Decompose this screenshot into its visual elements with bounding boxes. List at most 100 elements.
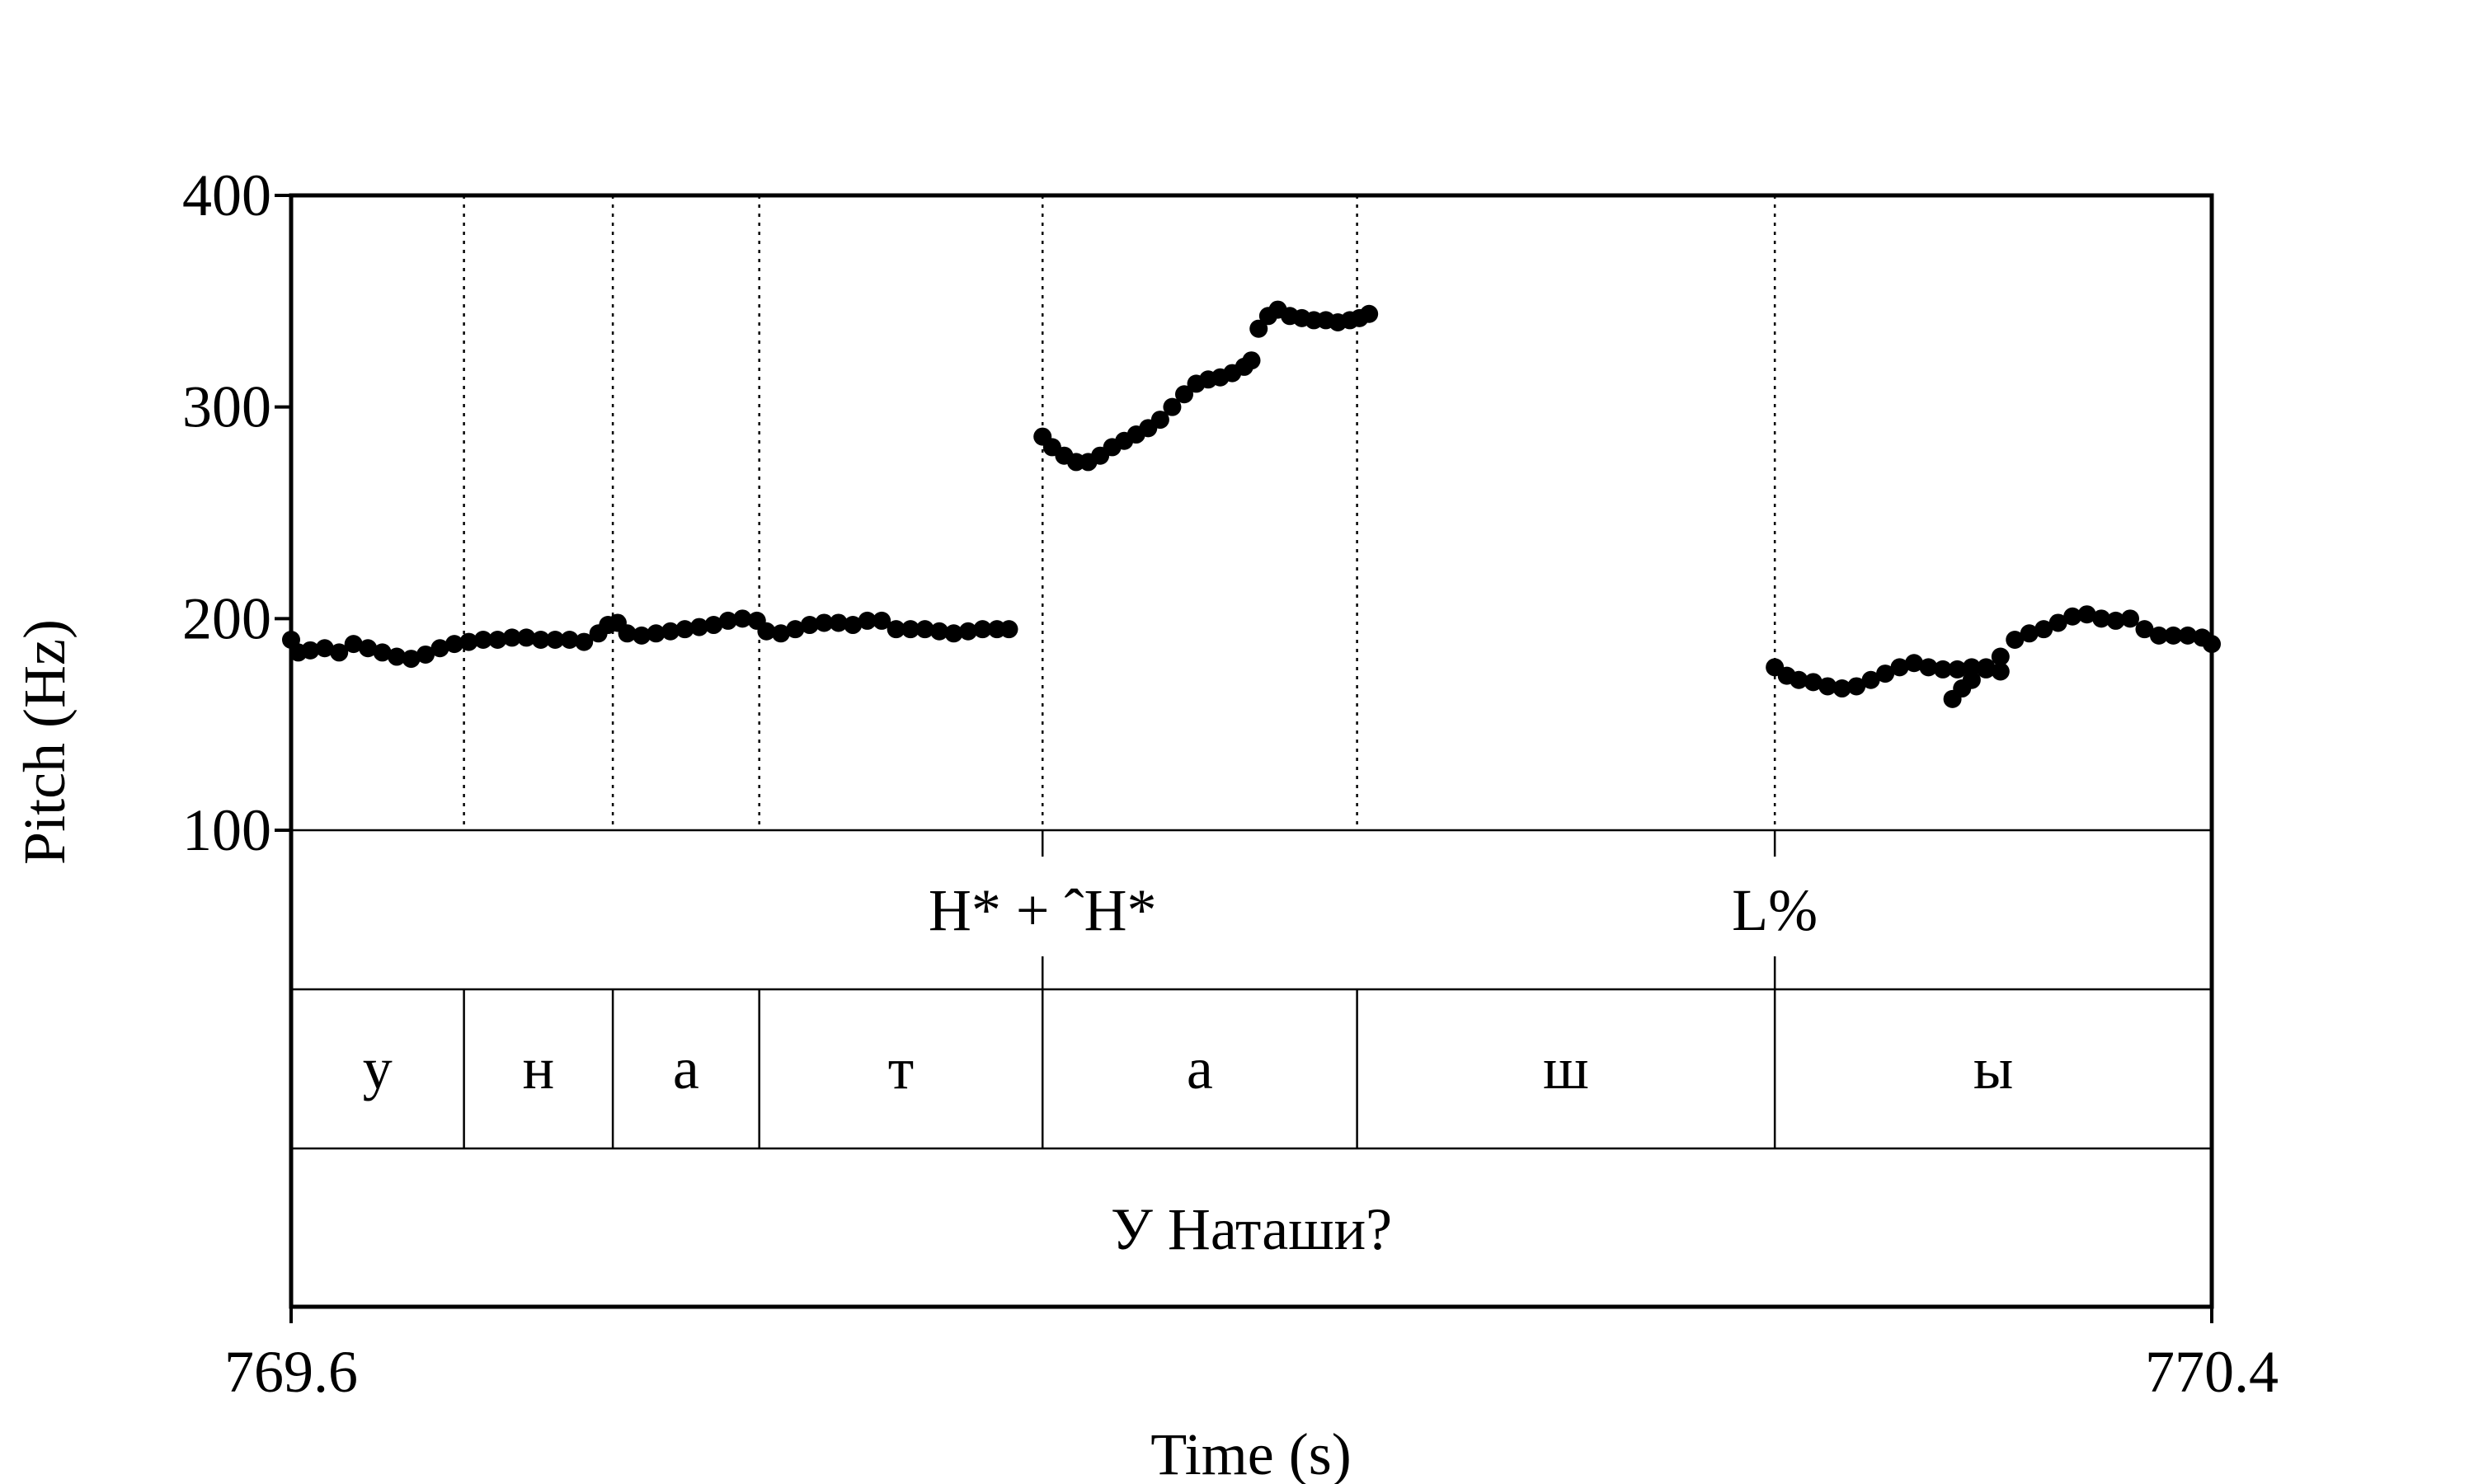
pitch-point (430, 639, 449, 658)
pitch-point (560, 631, 579, 649)
pitch-point (1977, 658, 1996, 677)
pitch-point (2121, 609, 2140, 628)
pitch-point (402, 650, 421, 669)
pitch-point (1360, 304, 1379, 323)
pitch-point (2048, 613, 2067, 632)
pitch-point (517, 628, 536, 647)
pitch-point (647, 624, 666, 643)
pitch-point (1919, 658, 1938, 677)
tone-label: H* + ˆH* (929, 877, 1157, 943)
pitch-point (704, 616, 723, 635)
pitch-point (473, 631, 492, 649)
segment-label: н (523, 1036, 555, 1101)
pitch-point (1962, 670, 1981, 689)
pitch-point (944, 624, 963, 643)
pitch-point (1249, 319, 1268, 338)
pitch-point (2077, 605, 2096, 624)
pitch-point (2135, 620, 2154, 639)
pitch-point (675, 620, 694, 639)
pitch-point (689, 618, 708, 636)
pitch-point (2063, 607, 2082, 626)
x-tick-label: 770.4 (2145, 1339, 2279, 1405)
pitch-point (2178, 626, 2197, 645)
pitch-point (416, 645, 435, 664)
pitch-point (2106, 611, 2125, 630)
pitch-point (1905, 654, 1924, 673)
pitch-point (757, 622, 776, 641)
pitch-point (444, 635, 463, 654)
pitch-point (829, 613, 848, 632)
pitch-point (815, 613, 834, 632)
annotation-tiers: H* + ˆH* L% у н а т а ш ы У Наташи? (291, 829, 2212, 1262)
pitch-point (1847, 677, 1866, 696)
y-tick-label: 100 (182, 797, 271, 863)
pitch-point (915, 620, 934, 639)
pitch-point (930, 622, 949, 641)
pitch-point (1818, 677, 1837, 696)
pitch-point (1933, 660, 1952, 679)
pitch-point (2006, 631, 2025, 649)
segment-label: у (363, 1036, 393, 1101)
pitch-point (2164, 626, 2183, 645)
pitch-point (973, 620, 992, 639)
pitch-point (531, 631, 550, 649)
pitch-point (1991, 647, 2010, 666)
x-axis: 769.6 770.4 (224, 1307, 2279, 1405)
pitch-point (1991, 662, 2010, 681)
pitch-point (618, 624, 637, 643)
pitch-point (771, 624, 790, 643)
plot-frame (289, 193, 2214, 1309)
pitch-point (858, 611, 877, 630)
segment-label: т (888, 1036, 914, 1101)
pitch-point (315, 639, 334, 658)
pitch-point (1242, 351, 1261, 370)
y-tick-label: 200 (182, 585, 271, 651)
pitch-point (459, 632, 478, 651)
y-axis-label: Pitch (Hz) (12, 619, 78, 865)
pitch-point (359, 639, 378, 658)
pitch-point (887, 620, 905, 639)
pitch-point (872, 611, 891, 630)
segment-label: ш (1543, 1036, 1588, 1101)
pitch-point (575, 632, 594, 651)
segment-guide-lines (463, 195, 1776, 830)
pitch-point (1890, 658, 1909, 677)
pitch-point (301, 641, 320, 660)
pitch-point (901, 620, 920, 639)
pitch-point (1832, 679, 1851, 698)
pitch-point (2149, 626, 2168, 645)
pitch-point (958, 622, 977, 641)
pitch-point (2020, 624, 2039, 643)
pitch-point (1804, 673, 1823, 692)
pitch-point (546, 631, 565, 649)
pitch-points (282, 300, 2221, 708)
pitch-point (800, 616, 819, 635)
y-tick-label: 400 (182, 162, 271, 228)
pitch-point (2034, 620, 2053, 639)
pitch-point (488, 631, 507, 649)
pitch-point (844, 616, 863, 635)
pitch-point (2092, 609, 2111, 628)
segment-label: ы (1973, 1036, 2013, 1101)
x-tick-label: 769.6 (224, 1339, 358, 1405)
segment-label: а (1187, 1036, 1213, 1101)
pitch-point (1962, 658, 1981, 677)
pitch-point (1861, 670, 1880, 689)
pitch-point (718, 611, 737, 630)
pitch-point (1150, 411, 1169, 430)
y-axis: 100 200 300 400 (182, 162, 291, 863)
pitch-point (388, 647, 407, 666)
pitch-point (344, 635, 363, 654)
pitch-point (786, 620, 805, 639)
pitch-point (733, 609, 752, 628)
pitch-point (1174, 385, 1193, 404)
pitch-point (1948, 660, 1967, 679)
y-tick-label: 300 (182, 374, 271, 440)
segment-label: а (673, 1036, 699, 1101)
pitch-point (330, 643, 349, 662)
pitch-point (1876, 665, 1895, 683)
pitch-point (661, 622, 680, 641)
pitch-point (999, 620, 1018, 639)
tone-label: L% (1732, 877, 1818, 943)
